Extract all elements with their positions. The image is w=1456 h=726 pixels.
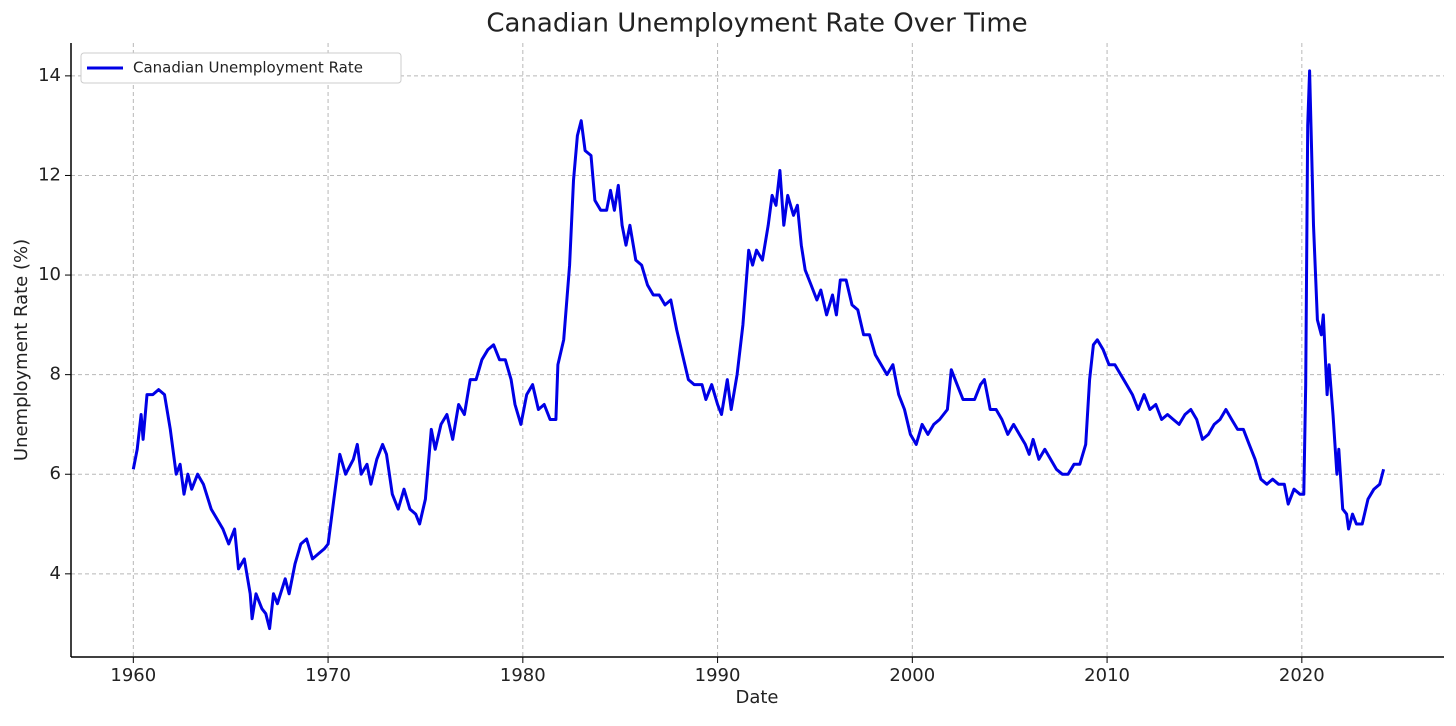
x-tick-label: 2020 (1279, 665, 1325, 686)
chart-title: Canadian Unemployment Rate Over Time (486, 9, 1027, 39)
legend-box (80, 52, 402, 84)
x-tick-label: 1960 (110, 665, 156, 686)
x-tick-label: 1980 (500, 665, 546, 686)
y-tick-label: 12 (38, 164, 61, 185)
data-line (131, 69, 1386, 631)
y-axis-label: Unemployment Rate (%) (11, 239, 32, 461)
x-tick-label: 2010 (1084, 665, 1130, 686)
legend-label: Canadian Unemployment Rate (133, 59, 363, 77)
y-tick-label: 6 (50, 463, 61, 484)
x-tick-label: 1990 (695, 665, 741, 686)
x-tick-label: 2000 (889, 665, 935, 686)
x-axis-label: Date (735, 687, 778, 708)
y-tick-label: 14 (38, 65, 61, 86)
y-tick-label: 10 (38, 264, 61, 285)
x-tick-label: 1970 (305, 665, 351, 686)
y-tick-label: 4 (50, 563, 61, 584)
y-tick-label: 8 (50, 364, 61, 385)
